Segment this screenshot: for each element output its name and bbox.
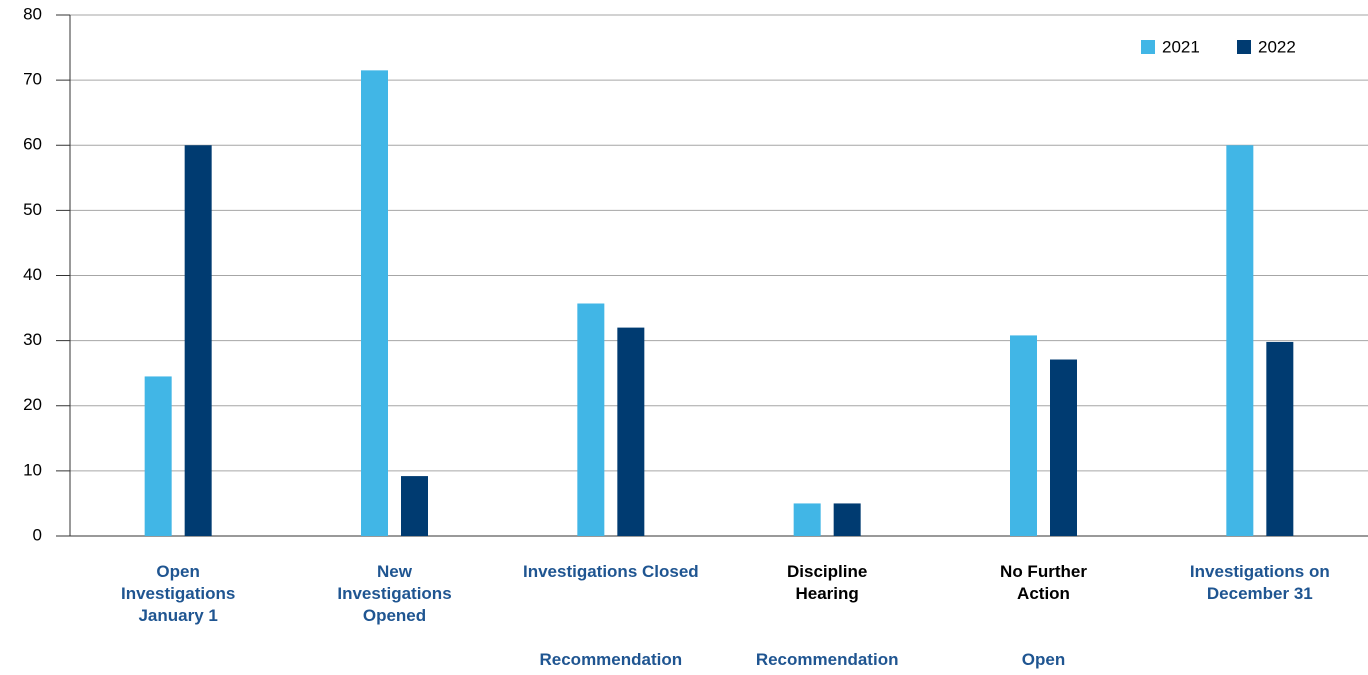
bar bbox=[833, 503, 861, 536]
bar bbox=[144, 376, 172, 536]
bar bbox=[1050, 359, 1077, 536]
bar bbox=[577, 303, 605, 536]
y-tick-label: 50 bbox=[23, 200, 42, 219]
bar bbox=[1266, 341, 1294, 536]
bar bbox=[1010, 335, 1037, 536]
x-tick-sublabel: Recommendation bbox=[539, 650, 683, 669]
y-tick-label: 10 bbox=[23, 460, 42, 479]
x-tick-label: New Investigations Opened bbox=[337, 562, 452, 625]
x-tick-label: Investigations Closed bbox=[522, 562, 699, 581]
bar bbox=[617, 327, 645, 536]
x-tick-label: Investigations on December 31 bbox=[1189, 562, 1330, 603]
y-tick-label: 30 bbox=[23, 330, 42, 349]
y-tick-label: 80 bbox=[23, 4, 42, 23]
bar bbox=[184, 145, 212, 536]
x-tick-label: No Further Action bbox=[1000, 562, 1087, 603]
legend-label: 2021 bbox=[1162, 37, 1200, 56]
bar bbox=[793, 503, 821, 536]
x-tick-sublabel: Open bbox=[1021, 650, 1066, 669]
y-tick-label: 20 bbox=[23, 395, 42, 414]
x-tick-label: Open Investigations January 1 bbox=[121, 562, 236, 625]
legend-label: 2022 bbox=[1258, 37, 1296, 56]
bar bbox=[1226, 145, 1254, 536]
y-tick-label: 60 bbox=[23, 135, 42, 154]
legend-swatch bbox=[1141, 40, 1155, 54]
bar bbox=[401, 476, 428, 536]
y-tick-label: 40 bbox=[23, 265, 42, 284]
x-tick-label: Discipline Hearing bbox=[787, 562, 868, 603]
bar bbox=[361, 70, 388, 536]
y-tick-label: 70 bbox=[23, 70, 42, 89]
y-tick-label: 0 bbox=[33, 525, 42, 544]
legend-swatch bbox=[1237, 40, 1251, 54]
x-tick-sublabel: Recommendation bbox=[755, 650, 899, 669]
